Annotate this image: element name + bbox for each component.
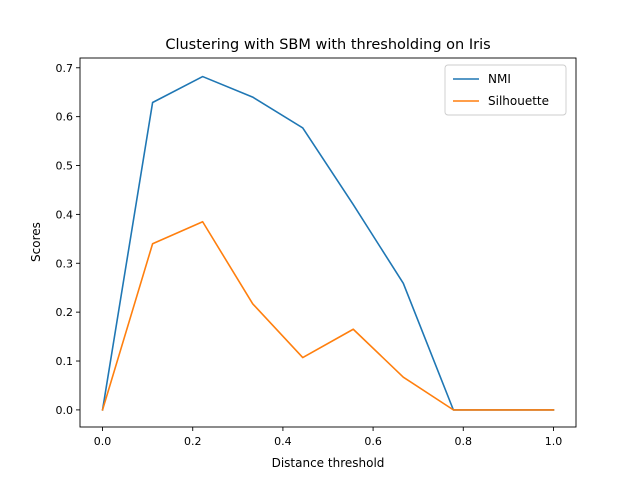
y-tick-label: 0.0 bbox=[56, 404, 74, 417]
series-line-silhouette bbox=[101, 220, 555, 411]
x-tick-label: 0.4 bbox=[274, 435, 292, 448]
legend-label-silhouette: Silhouette bbox=[488, 94, 549, 108]
y-tick-label: 0.3 bbox=[56, 257, 74, 270]
y-tick-label: 0.6 bbox=[56, 111, 74, 124]
y-tick-label: 0.7 bbox=[56, 62, 74, 75]
y-tick-label: 0.4 bbox=[56, 208, 74, 221]
y-axis-label: Scores bbox=[29, 222, 43, 262]
series-line-nmi bbox=[101, 75, 555, 411]
axes-frame bbox=[79, 57, 577, 428]
legend-label-nmi: NMI bbox=[488, 72, 511, 86]
y-tick-label: 0.1 bbox=[56, 355, 74, 368]
legend-box bbox=[444, 64, 567, 116]
x-tick-label: 1.0 bbox=[545, 435, 563, 448]
legend: NMI Silhouette bbox=[444, 64, 567, 116]
x-tick-label: 0.2 bbox=[184, 435, 202, 448]
plot-area: 0.0 0.2 0.4 0.6 0.8 1.0 0.0 0.1 0.2 0.3 0.4 0.5 0.6 0… bbox=[56, 57, 577, 448]
y-tick-label: 0.5 bbox=[56, 160, 74, 173]
y-tick-label: 0.2 bbox=[56, 306, 74, 319]
x-tick-label: 0.8 bbox=[455, 435, 473, 448]
chart-title: Clustering with SBM with thresholding on… bbox=[165, 37, 490, 53]
x-tick-label: 0.6 bbox=[364, 435, 382, 448]
x-tick-label: 0.0 bbox=[94, 435, 112, 448]
x-axis-label: Distance threshold bbox=[272, 456, 385, 470]
